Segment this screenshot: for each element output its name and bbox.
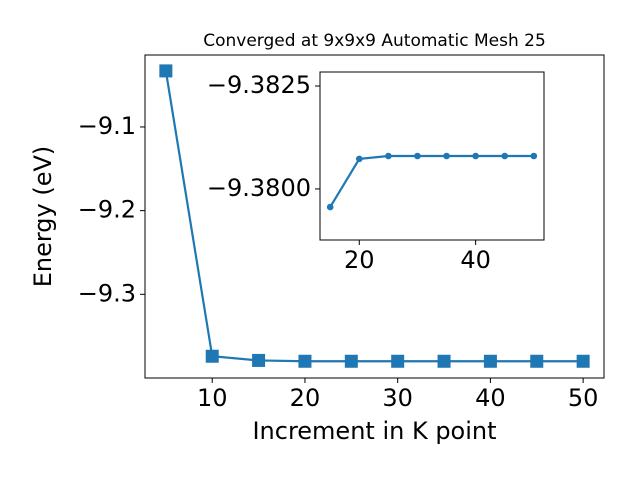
chart-title: Converged at 9x9x9 Automatic Mesh 25: [203, 31, 546, 51]
x-axis-label: Increment in K point: [252, 417, 496, 445]
x-tick-label: 20: [344, 246, 375, 274]
marker: [298, 354, 312, 368]
y-tick-label: −9.2: [78, 196, 136, 224]
marker: [344, 354, 358, 368]
x-tick-label: 40: [460, 246, 491, 274]
marker: [530, 152, 538, 160]
x-tick-label: 40: [475, 384, 506, 412]
marker: [159, 64, 173, 78]
marker: [326, 203, 334, 211]
marker: [385, 152, 392, 160]
marker: [576, 354, 590, 368]
marker: [414, 152, 421, 160]
series-line: [164, 70, 584, 363]
x-tick-label: 10: [197, 384, 228, 412]
marker: [205, 349, 219, 363]
marker: [472, 152, 479, 160]
y-tick-label: −9.1: [78, 112, 136, 140]
marker: [443, 152, 450, 160]
marker: [530, 354, 544, 368]
series-line: [329, 154, 534, 208]
marker: [483, 354, 497, 368]
marker: [252, 353, 266, 367]
marker: [437, 354, 451, 368]
y-axis-label: Energy (eV): [29, 146, 57, 288]
marker: [501, 152, 509, 160]
x-tick-label: 20: [290, 384, 321, 412]
y-tick-label: −9.3: [78, 279, 136, 307]
marker: [355, 155, 363, 163]
marker: [391, 354, 405, 368]
y-tick-label: −9.3800: [207, 174, 311, 202]
y-tick-label: −9.3825: [207, 71, 311, 99]
x-tick-label: 30: [382, 384, 413, 412]
x-tick-label: 50: [568, 384, 599, 412]
